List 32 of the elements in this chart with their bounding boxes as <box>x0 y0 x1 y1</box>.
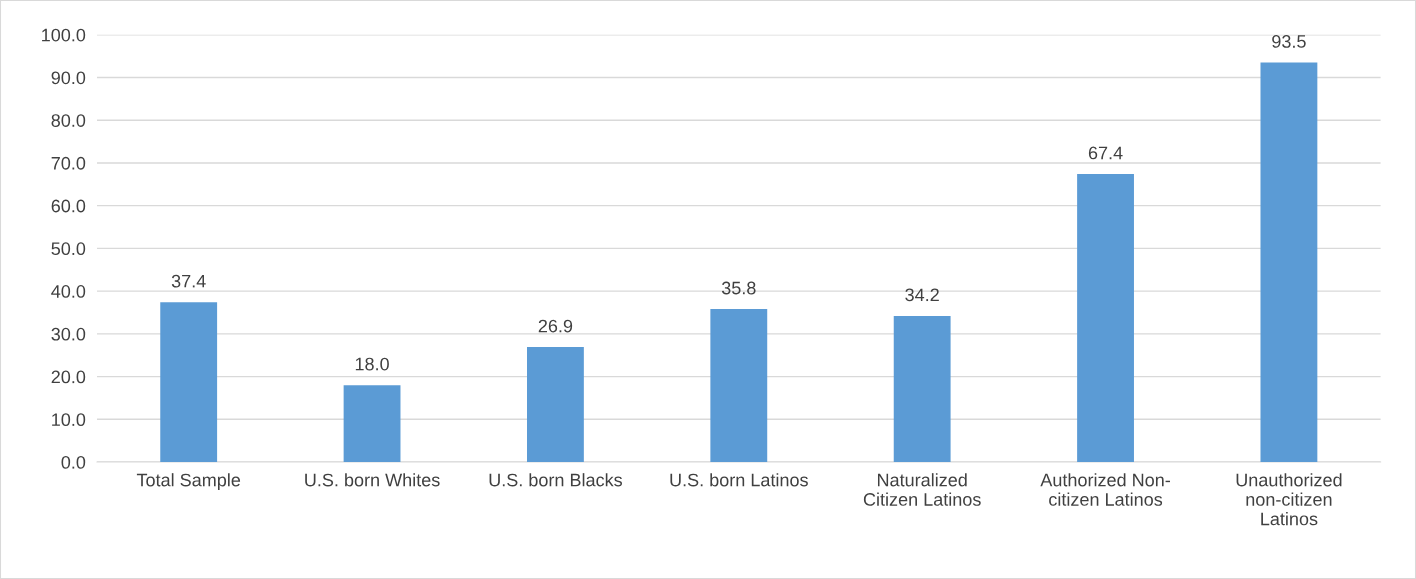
x-tick-label: Total Sample <box>136 473 241 490</box>
bar <box>343 385 401 463</box>
bar <box>527 347 584 463</box>
x-tick-label: U.S. born Whites <box>305 473 440 487</box>
data-label: 37.4 <box>171 274 206 288</box>
x-tick-label: Naturalized Citizen Latinos <box>863 473 981 506</box>
bar <box>160 302 218 463</box>
y-tick-label: 0.0 <box>61 455 86 469</box>
data-label: 67.4 <box>1088 146 1123 160</box>
bar <box>893 315 951 463</box>
bar <box>1260 62 1318 463</box>
data-label: 93.5 <box>1272 35 1306 48</box>
bar <box>1077 174 1134 463</box>
y-tick-label: 100.0 <box>42 28 86 42</box>
y-tick-label: 20.0 <box>51 370 86 384</box>
x-tick-label: Authorized Non- citizen Latinos <box>1040 473 1170 506</box>
y-tick-label: 30.0 <box>51 327 86 341</box>
y-tick-label: 50.0 <box>51 242 86 256</box>
y-tick-label: 80.0 <box>51 114 86 127</box>
y-tick-label: 70.0 <box>51 156 86 170</box>
data-label: 35.8 <box>721 281 756 295</box>
data-label: 18.0 <box>355 357 389 371</box>
bar <box>710 309 768 463</box>
x-tick-label: U.S. born Blacks <box>489 473 623 487</box>
y-tick-label: 90.0 <box>51 71 86 85</box>
y-tick-label: 40.0 <box>51 285 86 298</box>
data-label: 26.9 <box>538 319 573 333</box>
y-tick-label: 60.0 <box>51 199 86 213</box>
y-tick-label: 10.0 <box>52 413 86 427</box>
data-label: 34.2 <box>905 288 939 302</box>
x-tick-label: U.S. born Latinos <box>670 473 808 487</box>
x-tick-label: Unauthorized non-citizen Latinos <box>1236 473 1342 526</box>
